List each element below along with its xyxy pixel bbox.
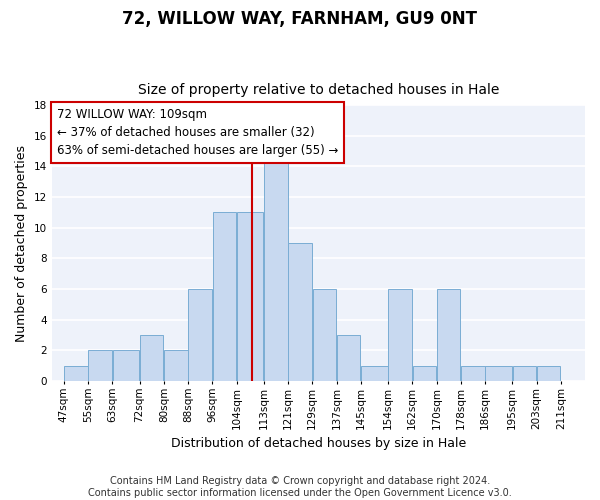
- Bar: [437, 289, 460, 381]
- Bar: [313, 289, 336, 381]
- Bar: [537, 366, 560, 381]
- Bar: [188, 289, 212, 381]
- Bar: [513, 366, 536, 381]
- Bar: [289, 243, 312, 381]
- Text: Contains HM Land Registry data © Crown copyright and database right 2024.
Contai: Contains HM Land Registry data © Crown c…: [88, 476, 512, 498]
- Bar: [461, 366, 485, 381]
- Bar: [113, 350, 139, 381]
- Bar: [213, 212, 236, 381]
- Bar: [164, 350, 188, 381]
- Bar: [140, 335, 163, 381]
- Bar: [88, 350, 112, 381]
- Y-axis label: Number of detached properties: Number of detached properties: [15, 144, 28, 342]
- Bar: [237, 212, 263, 381]
- X-axis label: Distribution of detached houses by size in Hale: Distribution of detached houses by size …: [171, 437, 466, 450]
- Bar: [388, 289, 412, 381]
- Bar: [413, 366, 436, 381]
- Bar: [264, 151, 287, 381]
- Bar: [361, 366, 388, 381]
- Text: 72, WILLOW WAY, FARNHAM, GU9 0NT: 72, WILLOW WAY, FARNHAM, GU9 0NT: [122, 10, 478, 28]
- Bar: [64, 366, 88, 381]
- Bar: [337, 335, 361, 381]
- Bar: [485, 366, 512, 381]
- Text: 72 WILLOW WAY: 109sqm
← 37% of detached houses are smaller (32)
63% of semi-deta: 72 WILLOW WAY: 109sqm ← 37% of detached …: [57, 108, 338, 157]
- Title: Size of property relative to detached houses in Hale: Size of property relative to detached ho…: [137, 83, 499, 97]
